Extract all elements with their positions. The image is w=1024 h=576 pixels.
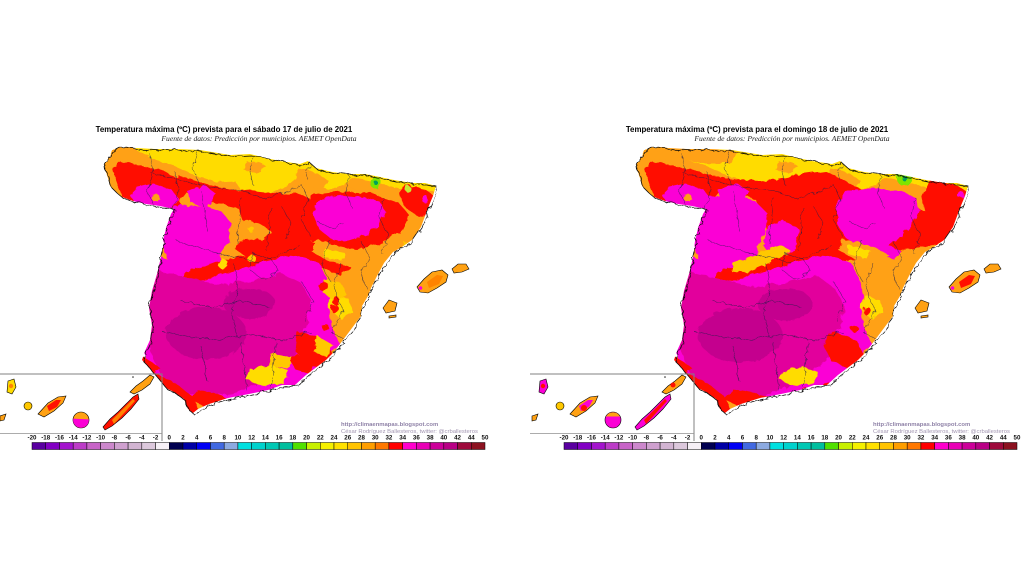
svg-text:30: 30	[904, 435, 911, 442]
svg-text:-16: -16	[55, 435, 65, 442]
svg-text:4: 4	[195, 435, 199, 442]
svg-text:40: 40	[440, 435, 447, 442]
svg-text:32: 32	[385, 435, 392, 442]
svg-text:0: 0	[700, 435, 704, 442]
svg-text:0: 0	[168, 435, 172, 442]
svg-text:-4: -4	[671, 435, 677, 442]
svg-text:42: 42	[986, 435, 993, 442]
svg-text:12: 12	[248, 435, 255, 442]
svg-text:34: 34	[931, 435, 938, 442]
svg-text:http://climaenmapas.blogspot.c: http://climaenmapas.blogspot.com	[873, 422, 970, 428]
svg-text:-10: -10	[96, 435, 106, 442]
svg-text:14: 14	[794, 435, 801, 442]
svg-text:-20: -20	[560, 435, 570, 442]
svg-text:32: 32	[917, 435, 924, 442]
svg-text:38: 38	[959, 435, 966, 442]
svg-text:4: 4	[727, 435, 731, 442]
svg-text:8: 8	[754, 435, 758, 442]
svg-text:10: 10	[234, 435, 241, 442]
svg-text:16: 16	[808, 435, 815, 442]
svg-text:50: 50	[1014, 435, 1021, 442]
svg-text:38: 38	[427, 435, 434, 442]
svg-text:42: 42	[454, 435, 461, 442]
svg-text:36: 36	[945, 435, 952, 442]
svg-text:Fuente de datos: Predicción po: Fuente de datos: Predicción por municipi…	[693, 134, 889, 143]
svg-text:22: 22	[317, 435, 324, 442]
svg-text:-18: -18	[41, 435, 51, 442]
svg-text:24: 24	[863, 435, 870, 442]
svg-text:30: 30	[372, 435, 379, 442]
svg-text:18: 18	[821, 435, 828, 442]
svg-text:26: 26	[344, 435, 351, 442]
svg-text:2: 2	[713, 435, 717, 442]
svg-text:44: 44	[1000, 435, 1007, 442]
svg-text:César Rodríguez Ballesteros, t: César Rodríguez Ballesteros, twitter: @c…	[873, 429, 1010, 435]
svg-text:http://climaenmapas.blogspot.c: http://climaenmapas.blogspot.com	[341, 422, 438, 428]
svg-text:24: 24	[331, 435, 338, 442]
svg-text:20: 20	[835, 435, 842, 442]
svg-text:14: 14	[262, 435, 269, 442]
svg-text:40: 40	[972, 435, 979, 442]
svg-text:-8: -8	[644, 435, 650, 442]
svg-text:-10: -10	[628, 435, 638, 442]
svg-text:-20: -20	[28, 435, 38, 442]
svg-text:-14: -14	[69, 435, 79, 442]
svg-text:28: 28	[358, 435, 365, 442]
svg-text:26: 26	[876, 435, 883, 442]
svg-text:50: 50	[482, 435, 489, 442]
svg-text:Temperatura máxima (ºC) previs: Temperatura máxima (ºC) prevista para el…	[626, 125, 889, 134]
svg-text:-12: -12	[82, 435, 92, 442]
svg-text:-4: -4	[139, 435, 145, 442]
svg-text:44: 44	[468, 435, 475, 442]
svg-text:6: 6	[741, 435, 745, 442]
svg-text:-8: -8	[112, 435, 118, 442]
svg-text:-2: -2	[685, 435, 691, 442]
svg-text:2: 2	[181, 435, 185, 442]
svg-text:-16: -16	[587, 435, 597, 442]
svg-text:36: 36	[413, 435, 420, 442]
svg-text:12: 12	[780, 435, 787, 442]
svg-text:-12: -12	[614, 435, 624, 442]
svg-text:6: 6	[209, 435, 213, 442]
svg-text:16: 16	[276, 435, 283, 442]
svg-text:10: 10	[766, 435, 773, 442]
svg-text:Fuente de datos: Predicción po: Fuente de datos: Predicción por municipi…	[160, 134, 356, 143]
svg-text:34: 34	[399, 435, 406, 442]
svg-text:8: 8	[222, 435, 226, 442]
svg-text:-6: -6	[125, 435, 131, 442]
svg-text:20: 20	[303, 435, 310, 442]
svg-text:-14: -14	[601, 435, 611, 442]
svg-text:22: 22	[849, 435, 856, 442]
svg-text:-6: -6	[657, 435, 663, 442]
svg-text:18: 18	[289, 435, 296, 442]
svg-text:-2: -2	[153, 435, 159, 442]
svg-text:28: 28	[890, 435, 897, 442]
svg-text:César Rodríguez Ballesteros, t: César Rodríguez Ballesteros, twitter: @c…	[341, 429, 478, 435]
svg-text:-18: -18	[573, 435, 583, 442]
svg-text:Temperatura máxima (ºC) previs: Temperatura máxima (ºC) prevista para el…	[96, 125, 353, 134]
